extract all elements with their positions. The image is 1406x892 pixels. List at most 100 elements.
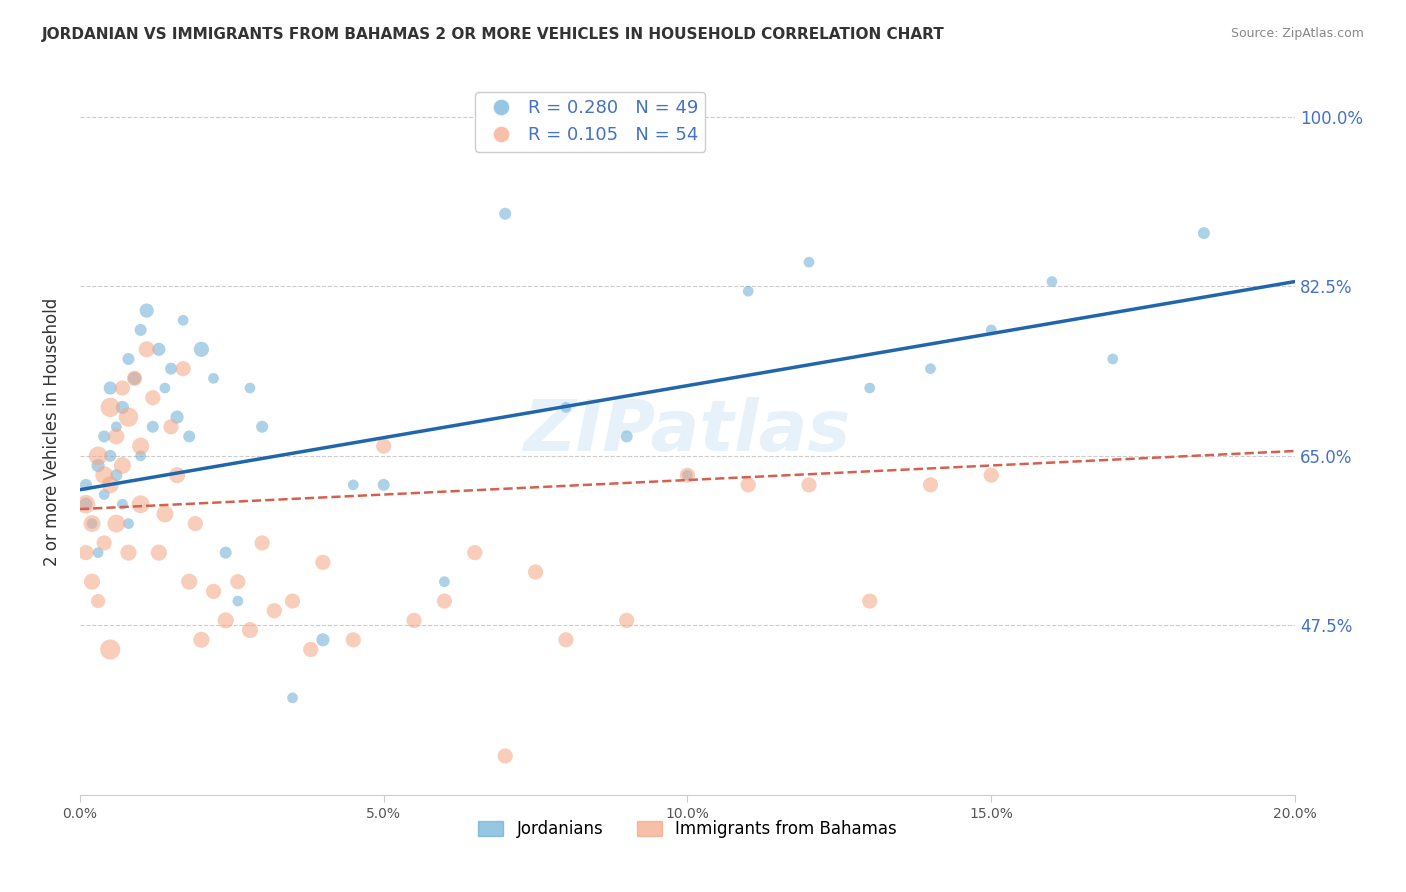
Point bbox=[239, 623, 262, 637]
Point bbox=[111, 497, 134, 511]
Point bbox=[124, 371, 146, 385]
Point bbox=[494, 207, 516, 221]
Point bbox=[129, 449, 152, 463]
Point bbox=[239, 381, 262, 395]
Point bbox=[281, 594, 304, 608]
Point bbox=[263, 604, 285, 618]
Point bbox=[215, 614, 238, 628]
Point bbox=[80, 516, 103, 531]
Point bbox=[117, 351, 139, 366]
Point bbox=[299, 642, 322, 657]
Point bbox=[616, 429, 638, 443]
Point bbox=[80, 574, 103, 589]
Point bbox=[281, 690, 304, 705]
Point bbox=[215, 546, 238, 560]
Point bbox=[148, 546, 170, 560]
Text: ZIPatlas: ZIPatlas bbox=[524, 397, 851, 467]
Point bbox=[148, 343, 170, 357]
Point bbox=[980, 468, 1002, 483]
Point bbox=[142, 391, 165, 405]
Point bbox=[117, 410, 139, 425]
Point bbox=[980, 323, 1002, 337]
Point bbox=[1192, 226, 1215, 240]
Point bbox=[676, 468, 699, 483]
Point bbox=[87, 458, 110, 473]
Point bbox=[859, 594, 882, 608]
Point bbox=[153, 381, 176, 395]
Point bbox=[1040, 275, 1063, 289]
Point bbox=[737, 478, 759, 492]
Point bbox=[373, 478, 395, 492]
Point bbox=[494, 749, 516, 764]
Y-axis label: 2 or more Vehicles in Household: 2 or more Vehicles in Household bbox=[44, 298, 60, 566]
Point bbox=[797, 478, 820, 492]
Point bbox=[373, 439, 395, 453]
Point bbox=[184, 516, 207, 531]
Point bbox=[342, 478, 364, 492]
Point bbox=[179, 429, 201, 443]
Point bbox=[797, 255, 820, 269]
Point bbox=[129, 497, 152, 511]
Point bbox=[135, 343, 157, 357]
Point bbox=[342, 632, 364, 647]
Point bbox=[190, 632, 212, 647]
Point bbox=[202, 371, 225, 385]
Point bbox=[250, 419, 273, 434]
Point bbox=[93, 468, 115, 483]
Point bbox=[312, 555, 335, 569]
Point bbox=[93, 487, 115, 501]
Point bbox=[111, 381, 134, 395]
Point bbox=[172, 361, 194, 376]
Point bbox=[920, 478, 942, 492]
Point bbox=[250, 536, 273, 550]
Point bbox=[93, 536, 115, 550]
Point bbox=[75, 497, 97, 511]
Legend: Jordanians, Immigrants from Bahamas: Jordanians, Immigrants from Bahamas bbox=[471, 814, 904, 845]
Point bbox=[98, 401, 121, 415]
Point bbox=[87, 449, 110, 463]
Point bbox=[105, 429, 128, 443]
Point bbox=[226, 594, 249, 608]
Point bbox=[75, 497, 97, 511]
Point bbox=[129, 323, 152, 337]
Point bbox=[105, 468, 128, 483]
Point bbox=[464, 546, 486, 560]
Point bbox=[616, 614, 638, 628]
Point bbox=[75, 478, 97, 492]
Point bbox=[98, 449, 121, 463]
Point bbox=[402, 614, 425, 628]
Point bbox=[433, 574, 456, 589]
Point bbox=[920, 361, 942, 376]
Point bbox=[160, 361, 183, 376]
Point bbox=[524, 565, 547, 579]
Point bbox=[166, 468, 188, 483]
Point bbox=[1101, 351, 1123, 366]
Point bbox=[226, 574, 249, 589]
Point bbox=[135, 303, 157, 318]
Point bbox=[93, 429, 115, 443]
Text: JORDANIAN VS IMMIGRANTS FROM BAHAMAS 2 OR MORE VEHICLES IN HOUSEHOLD CORRELATION: JORDANIAN VS IMMIGRANTS FROM BAHAMAS 2 O… bbox=[42, 27, 945, 42]
Point bbox=[555, 632, 578, 647]
Point bbox=[859, 381, 882, 395]
Point bbox=[87, 546, 110, 560]
Point bbox=[555, 401, 578, 415]
Point bbox=[166, 410, 188, 425]
Point bbox=[111, 458, 134, 473]
Point bbox=[142, 419, 165, 434]
Point bbox=[433, 594, 456, 608]
Point bbox=[124, 371, 146, 385]
Point bbox=[80, 516, 103, 531]
Point bbox=[153, 507, 176, 521]
Point bbox=[98, 381, 121, 395]
Point bbox=[98, 642, 121, 657]
Point bbox=[737, 284, 759, 298]
Point bbox=[117, 516, 139, 531]
Point bbox=[202, 584, 225, 599]
Point bbox=[98, 478, 121, 492]
Point bbox=[117, 546, 139, 560]
Text: Source: ZipAtlas.com: Source: ZipAtlas.com bbox=[1230, 27, 1364, 40]
Point bbox=[179, 574, 201, 589]
Point bbox=[105, 516, 128, 531]
Point bbox=[105, 419, 128, 434]
Point bbox=[111, 401, 134, 415]
